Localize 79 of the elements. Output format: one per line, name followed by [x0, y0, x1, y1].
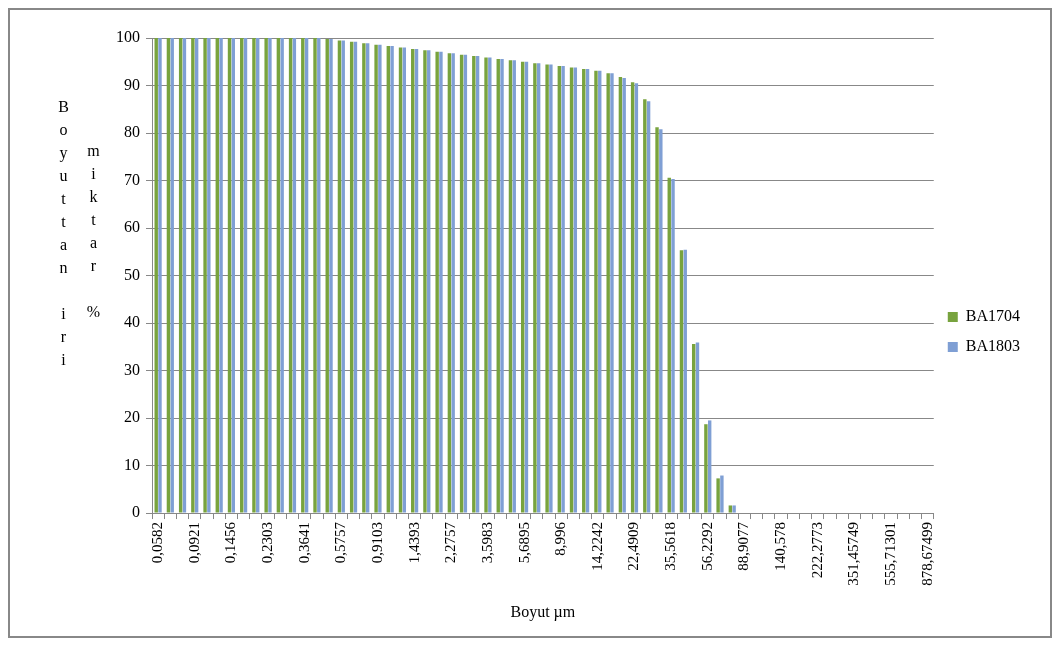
bar	[732, 505, 736, 513]
y-tick-label: 20	[124, 408, 140, 426]
bar	[545, 64, 549, 513]
y-tick-label: 0	[132, 503, 140, 521]
bar	[472, 56, 476, 513]
x-tick-label: 351,45749	[845, 522, 862, 586]
bar	[423, 50, 427, 513]
y-tick-label: 80	[124, 123, 140, 141]
x-tick-label: 14,2242	[588, 522, 605, 571]
bar	[606, 73, 610, 513]
bar	[655, 127, 659, 513]
bar	[549, 64, 553, 513]
bar	[720, 475, 724, 513]
x-tick-label: 0,0921	[185, 522, 202, 564]
bar	[728, 505, 733, 513]
bar	[451, 53, 455, 513]
bar	[280, 38, 284, 513]
bar	[207, 38, 211, 513]
bar	[622, 77, 626, 513]
y-tick-label: 60	[124, 218, 140, 236]
bar	[158, 38, 162, 513]
bar	[643, 99, 647, 513]
bar	[671, 179, 675, 513]
x-tick-label: 0,0582	[149, 522, 166, 564]
bar	[374, 44, 378, 513]
bar	[191, 38, 195, 513]
y-tick-label: 100	[116, 28, 140, 46]
y-tick-label: 10	[124, 455, 140, 473]
bar	[594, 70, 598, 513]
x-tick-label: 88,9077	[735, 521, 752, 571]
x-tick-label: 3,5983	[478, 522, 495, 564]
bar	[362, 43, 366, 513]
x-tick-label: 878,67499	[918, 522, 935, 586]
x-tick-label: 2,2757	[442, 521, 459, 564]
bar	[268, 38, 272, 513]
x-tick-label: 5,6895	[515, 522, 532, 564]
legend-label: BA1704	[965, 307, 1021, 325]
y-tick-label: 90	[124, 75, 140, 93]
y-axis-title: Boyuttan iri miktar %	[54, 98, 102, 374]
bar	[313, 38, 317, 513]
x-tick-label: 0,1456	[222, 521, 239, 564]
bar	[301, 38, 305, 513]
x-tick-label: 555,71301	[881, 522, 898, 586]
y-tick-label: 50	[124, 265, 140, 283]
bar	[484, 57, 488, 513]
bar	[435, 51, 439, 513]
y-tick-label: 30	[124, 360, 140, 378]
x-tick-label: 140,578	[772, 522, 789, 571]
bar	[500, 58, 504, 513]
bar	[329, 38, 333, 513]
x-tick-label: 35,5618	[662, 522, 679, 571]
bar	[219, 38, 223, 513]
bar	[439, 51, 443, 513]
x-tick-label: 22,4909	[625, 522, 642, 571]
bar	[533, 63, 537, 513]
bar	[716, 478, 720, 513]
x-axis-title: Boyut µm	[510, 602, 576, 621]
x-tick-label: 8,996	[552, 521, 569, 556]
bar	[252, 38, 256, 513]
x-tick-label: 56,2292	[698, 522, 715, 571]
bar	[659, 129, 663, 513]
y-tick-label: 40	[124, 313, 140, 331]
bar	[704, 424, 708, 513]
x-tick-label: 0,9103	[368, 522, 385, 564]
bar	[264, 38, 268, 513]
x-tick-label: 1,4393	[405, 522, 422, 564]
bar	[488, 57, 492, 513]
x-tick-label: 222,2773	[808, 522, 825, 579]
x-tick-label: 0,3641	[295, 522, 312, 564]
bar	[378, 44, 382, 513]
bar	[317, 38, 321, 513]
x-tick-label: 0,5757	[332, 521, 349, 564]
bar	[561, 66, 565, 513]
bar	[610, 73, 614, 513]
y-tick-label: 70	[124, 170, 140, 188]
bar	[203, 38, 207, 513]
x-tick-label: 0,2303	[258, 522, 275, 564]
bar	[390, 46, 394, 513]
legend-label: BA1803	[965, 337, 1021, 355]
